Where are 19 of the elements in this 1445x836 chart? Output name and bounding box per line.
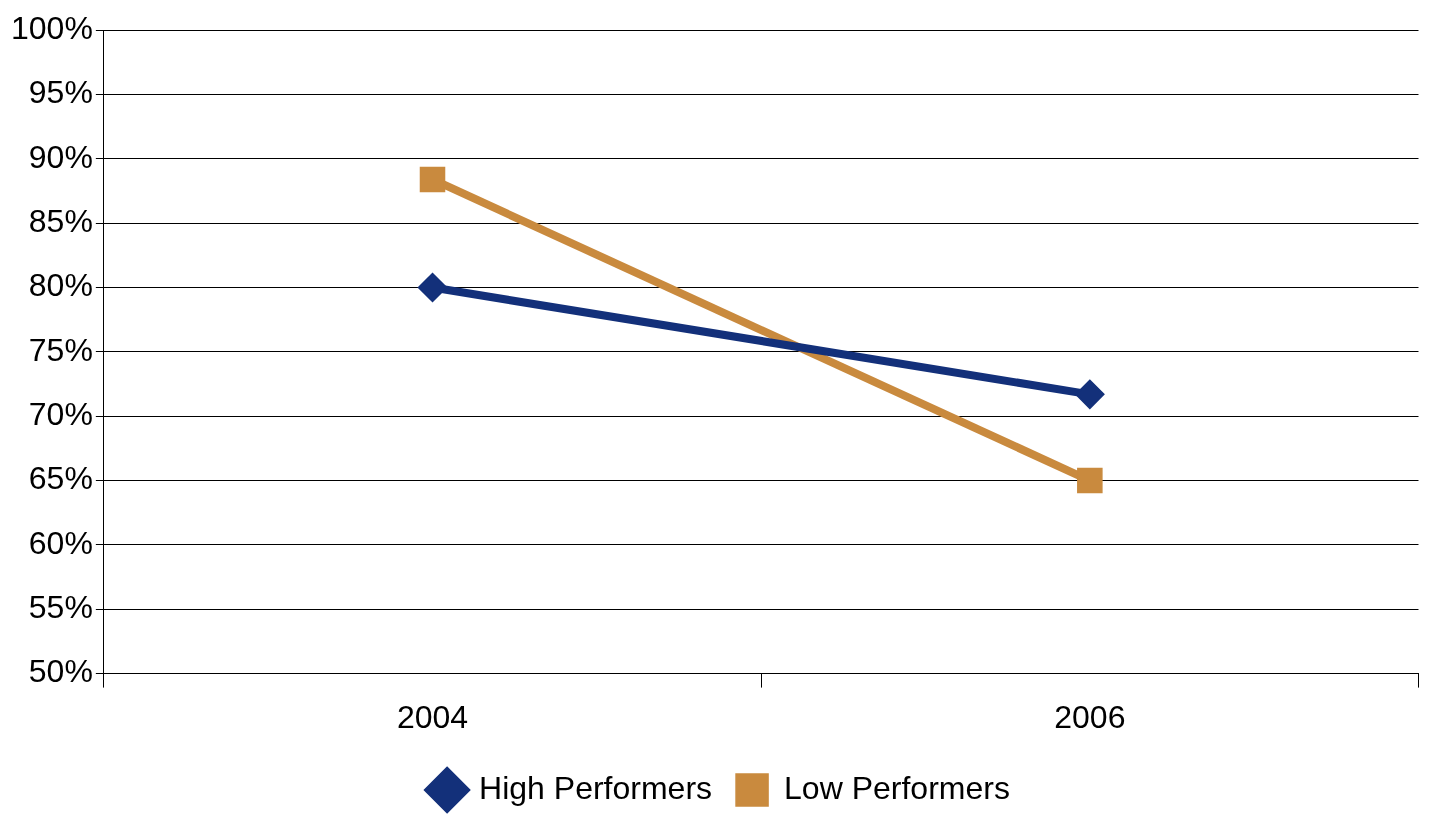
legend-label: High Performers [479,769,713,806]
y-tick-label: 65% [28,460,93,497]
y-tick-label: 60% [28,524,93,561]
point [1075,379,1105,410]
y-tick-label: 55% [28,589,93,626]
y-tick-label: 85% [28,203,93,240]
y-tick-label: 95% [28,74,93,111]
y-tick-label: 100% [11,10,93,47]
y-tick-label: 80% [28,267,93,304]
y-tick-label: 75% [28,331,93,368]
point [1077,467,1103,494]
point [417,272,448,303]
y-tick-label: 50% [28,653,93,690]
y-tick-label: 70% [28,396,93,433]
point [419,166,446,193]
x-tick-label: 2004 [396,698,469,735]
x-tick-label: 2006 [1054,698,1126,735]
legend-label: Low Performers [784,769,1010,806]
y-tick-label: 90% [28,138,93,175]
